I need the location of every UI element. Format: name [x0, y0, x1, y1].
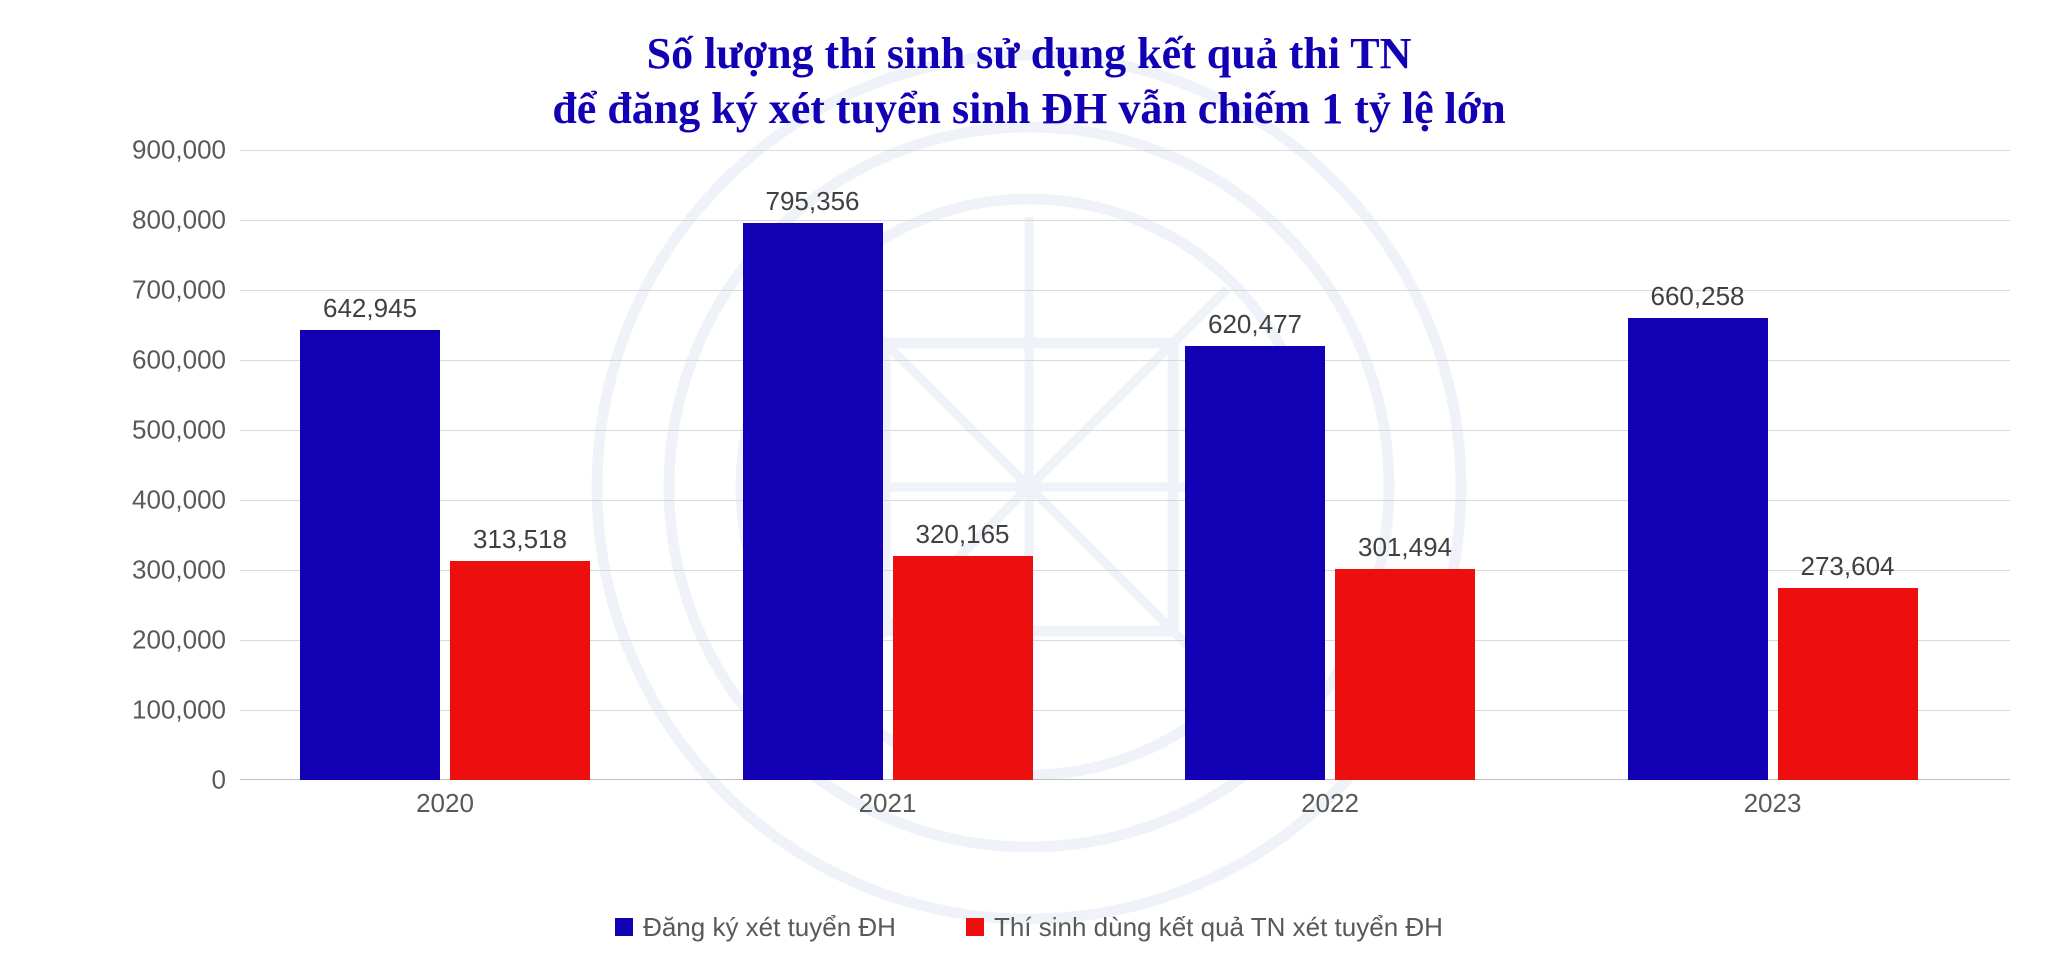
- chart-title-line2: để đăng ký xét tuyển sinh ĐH vẫn chiếm 1…: [0, 81, 2058, 136]
- y-axis-label: 700,000: [132, 275, 240, 306]
- legend-item-series2: Thí sinh dùng kết quả TN xét tuyển ĐH: [966, 880, 1443, 974]
- bar-value-label: 620,477: [1208, 309, 1302, 346]
- bar: 301,494: [1335, 569, 1475, 780]
- bar-value-label: 273,604: [1801, 551, 1895, 588]
- gridline: [240, 220, 2010, 221]
- y-axis-label: 600,000: [132, 345, 240, 376]
- chart-title-line1: Số lượng thí sinh sử dụng kết quả thi TN: [0, 26, 2058, 81]
- legend-item-series1: Đăng ký xét tuyển ĐH: [615, 880, 896, 974]
- bar: 660,258: [1628, 318, 1768, 780]
- bar: 795,356: [743, 223, 883, 780]
- legend-swatch-series1: [615, 918, 633, 936]
- legend-swatch-series2: [966, 918, 984, 936]
- bar-value-label: 320,165: [916, 519, 1010, 556]
- x-axis-label: 2021: [859, 780, 917, 819]
- bar: 313,518: [450, 561, 590, 780]
- plot-region: 0100,000200,000300,000400,000500,000600,…: [240, 150, 2010, 780]
- y-axis-label: 100,000: [132, 695, 240, 726]
- bar: 320,165: [893, 556, 1033, 780]
- bar-value-label: 642,945: [323, 293, 417, 330]
- y-axis-label: 900,000: [132, 135, 240, 166]
- bar: 620,477: [1185, 346, 1325, 780]
- gridline: [240, 290, 2010, 291]
- bar-value-label: 301,494: [1358, 532, 1452, 569]
- x-axis-label: 2022: [1301, 780, 1359, 819]
- legend-label-series2: Thí sinh dùng kết quả TN xét tuyển ĐH: [994, 912, 1443, 943]
- bar-value-label: 313,518: [473, 524, 567, 561]
- x-axis-label: 2023: [1744, 780, 1802, 819]
- legend: Đăng ký xét tuyển ĐH Thí sinh dùng kết q…: [0, 880, 2058, 974]
- y-axis-label: 400,000: [132, 485, 240, 516]
- bar: 273,604: [1778, 588, 1918, 780]
- y-axis-label: 0: [212, 765, 240, 796]
- y-axis-label: 200,000: [132, 625, 240, 656]
- y-axis-label: 800,000: [132, 205, 240, 236]
- legend-label-series1: Đăng ký xét tuyển ĐH: [643, 912, 896, 943]
- x-axis-label: 2020: [416, 780, 474, 819]
- y-axis-label: 500,000: [132, 415, 240, 446]
- chart-title: Số lượng thí sinh sử dụng kết quả thi TN…: [0, 26, 2058, 136]
- y-axis-label: 300,000: [132, 555, 240, 586]
- chart-area: 0 100,000 200,000 300,000 400,000 500,000 600,…: [90, 150, 2010, 830]
- bar-value-label: 795,356: [766, 186, 860, 223]
- bar-value-label: 660,258: [1651, 281, 1745, 318]
- gridline: [240, 150, 2010, 151]
- bar: 642,945: [300, 330, 440, 780]
